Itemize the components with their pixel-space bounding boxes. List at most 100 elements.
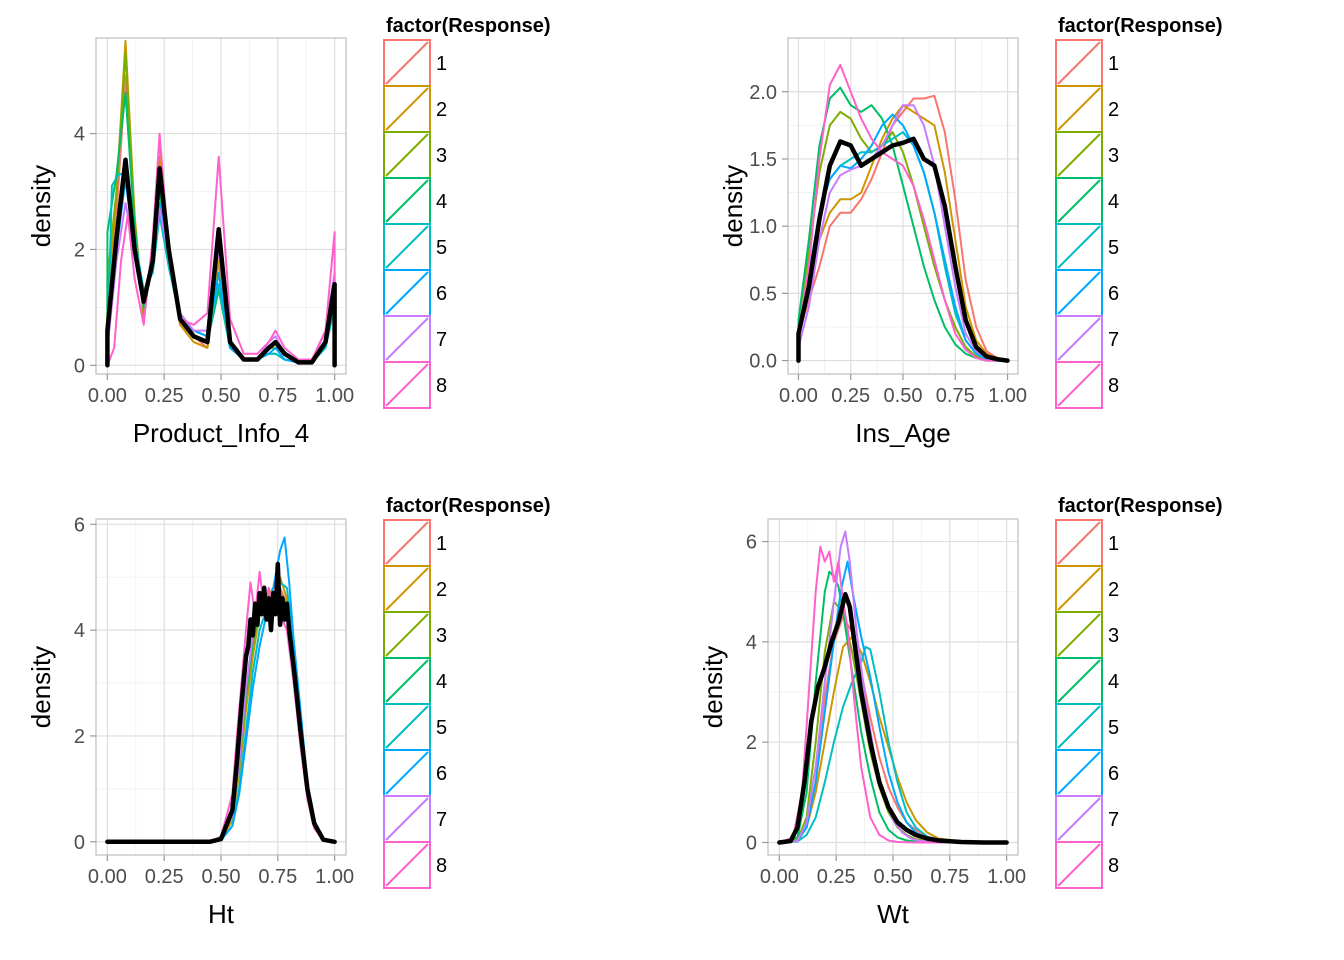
x-tick-label: 0.75 [258, 866, 297, 888]
legend-label: 4 [1108, 671, 1119, 693]
x-tick-label: 0.75 [258, 385, 297, 407]
legend-swatch-line [1057, 133, 1101, 177]
y-tick-label: 4 [74, 620, 85, 642]
y-axis-title: density [698, 646, 728, 728]
legend-swatch-line [1057, 521, 1101, 565]
legend-label: 5 [436, 237, 447, 259]
x-axis-title: Product_Info_4 [133, 418, 309, 448]
density-line-response-5 [778, 645, 1008, 844]
density-line-overall [796, 136, 1010, 363]
panel-wt: 0.00 0.25 0.50 0.75 1.00 0 2 4 6 Wt density factor(… [698, 495, 1222, 929]
density-line-overall [105, 157, 337, 368]
legend-key-response-3: 3 [383, 131, 447, 179]
legend-key-response-5: 5 [383, 223, 447, 271]
x-tick-label: 1.00 [315, 385, 354, 407]
x-tick-label: 1.00 [987, 866, 1026, 888]
legend-label: 6 [436, 283, 447, 305]
y-tick-label: 0 [74, 832, 85, 854]
x-tick-label: 0.50 [202, 866, 241, 888]
legend-swatch-line [385, 317, 429, 361]
legend-swatch-line [1057, 363, 1101, 407]
legend-key-response-1: 1 [383, 519, 447, 567]
panel-product-info-4: 0.00 0.25 0.50 0.75 1.00 0 2 4 Product_Info_4 den… [26, 15, 550, 448]
x-tick-label: 0.25 [831, 385, 870, 407]
legend-key-response-8: 8 [1055, 841, 1119, 889]
legend-key-response-4: 4 [1055, 177, 1119, 225]
legend-key-response-6: 6 [1055, 269, 1119, 317]
legend-label: 4 [436, 671, 447, 693]
y-tick-label: 0 [74, 355, 85, 377]
legend-label: 7 [1108, 809, 1119, 831]
legend-label: 3 [1108, 625, 1119, 647]
y-tick-label: 6 [746, 532, 757, 554]
legend-key-response-5: 5 [1055, 703, 1119, 751]
legend-key-response-2: 2 [383, 85, 447, 133]
legend-label: 4 [436, 191, 447, 213]
y-tick-label: 0.5 [749, 283, 777, 305]
y-tick-label: 0 [746, 832, 757, 854]
legend-label: 7 [436, 329, 447, 351]
legend-label: 7 [436, 809, 447, 831]
legend-label: 6 [1108, 763, 1119, 785]
legend-label: 1 [1108, 533, 1119, 555]
legend-title: factor(Response) [1058, 15, 1222, 37]
legend-label: 3 [436, 145, 447, 167]
y-axis-title: density [718, 165, 748, 247]
legend-label: 6 [436, 763, 447, 785]
legend-label: 5 [436, 717, 447, 739]
legend-label: 3 [436, 625, 447, 647]
legend-key-response-4: 4 [383, 657, 447, 705]
density-line-response-2 [797, 104, 1009, 362]
y-tick-label: 2 [746, 732, 757, 754]
legend-swatch-line [385, 41, 429, 85]
x-tick-label: 0.25 [817, 866, 856, 888]
legend-key-response-1: 1 [383, 39, 447, 87]
legend-swatch-line [385, 521, 429, 565]
x-tick-label: 0.75 [930, 866, 969, 888]
legend-swatch-line [1057, 797, 1101, 841]
legend-label: 1 [1108, 53, 1119, 75]
x-tick-label: 1.00 [988, 385, 1027, 407]
legend-key-response-5: 5 [383, 703, 447, 751]
x-tick-label: 0.00 [88, 385, 127, 407]
legend-swatch-line [385, 567, 429, 611]
density-line-response-8 [778, 545, 1008, 844]
legend-swatch-line [385, 797, 429, 841]
legend-label: 2 [436, 579, 447, 601]
legend-key-response-8: 8 [383, 361, 447, 409]
y-tick-label: 4 [74, 124, 85, 146]
legend-swatch-line [385, 179, 429, 223]
legend-swatch-line [385, 705, 429, 749]
legend-key-response-7: 7 [383, 795, 447, 843]
legend-key-response-7: 7 [383, 315, 447, 363]
legend-label: 1 [436, 53, 447, 75]
density-line-response-4 [778, 570, 1008, 844]
legend-swatch-line [1057, 613, 1101, 657]
legend-key-response-2: 2 [1055, 85, 1119, 133]
y-tick-label: 0.0 [749, 351, 777, 373]
legend-label: 6 [1108, 283, 1119, 305]
legend-key-response-3: 3 [1055, 131, 1119, 179]
legend-label: 2 [1108, 99, 1119, 121]
legend-key-response-7: 7 [1055, 315, 1119, 363]
legend-swatch-line [385, 133, 429, 177]
legend-key-response-4: 4 [383, 177, 447, 225]
density-line-overall [777, 591, 1009, 845]
y-tick-label: 2 [74, 239, 85, 261]
x-axis-title: Ins_Age [855, 418, 950, 448]
legend-swatch-line [1057, 271, 1101, 315]
y-tick-label: 2 [74, 726, 85, 748]
legend-key-response-3: 3 [383, 611, 447, 659]
panel-ins-age: 0.00 0.25 0.50 0.75 1.00 0.0 0.5 1.0 1.5 2.0 Ins_A… [718, 15, 1222, 448]
legend-key-response-5: 5 [1055, 223, 1119, 271]
legend-swatch-line [1057, 87, 1101, 131]
x-tick-label: 1.00 [315, 866, 354, 888]
y-tick-label: 2.0 [749, 82, 777, 104]
legend-label: 8 [436, 855, 447, 877]
y-tick-label: 6 [74, 514, 85, 536]
x-tick-label: 0.00 [779, 385, 818, 407]
legend-key-response-2: 2 [1055, 565, 1119, 613]
legend-label: 8 [1108, 375, 1119, 397]
legend-swatch-line [385, 87, 429, 131]
